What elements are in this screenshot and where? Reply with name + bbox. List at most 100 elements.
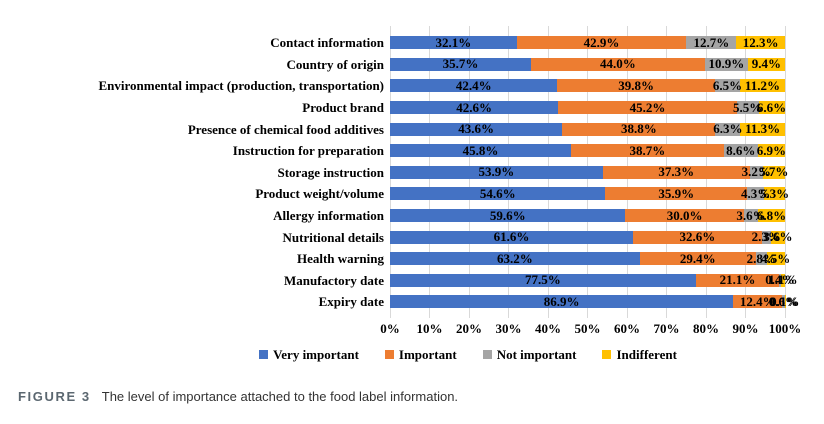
data-label: 86.9% bbox=[543, 293, 580, 309]
bar-track: 45.8% 38.7% 8.6% 6.9% bbox=[390, 142, 786, 158]
legend-swatch bbox=[384, 350, 394, 360]
bar-segment-very-important: 35.7% bbox=[390, 56, 531, 72]
bar-segment-not-important: 2.3% bbox=[752, 230, 781, 244]
x-tick-label: 60% bbox=[614, 320, 640, 336]
data-label: 12.4% bbox=[739, 293, 776, 309]
data-label: 5.7% bbox=[759, 164, 789, 180]
category-label: Manufactory date bbox=[283, 272, 384, 288]
bar-track: 43.6% 38.8% 6.3% 11.3% bbox=[390, 122, 785, 136]
plot-area: Contact information 32.1% 42.9% 12.7% 12.3% C… bbox=[15, 26, 809, 318]
figure-label: FIGURE 3 bbox=[18, 389, 91, 404]
data-label: 12.3% bbox=[742, 34, 779, 50]
bar-segment-very-important: 54.6% bbox=[390, 187, 606, 201]
data-label: 35.7% bbox=[442, 56, 479, 72]
chart-row: Instruction for preparation 45.8% 38.7% 8.6… bbox=[15, 140, 809, 162]
data-label: 4.3% bbox=[740, 185, 771, 201]
data-label: 1.1% bbox=[768, 272, 798, 288]
category-label: Nutritional details bbox=[282, 229, 384, 245]
legend-item-not-important: Not important bbox=[482, 346, 577, 363]
data-label: 45.2% bbox=[629, 99, 666, 115]
data-label: 5.5% bbox=[733, 99, 763, 115]
bar-segment-very-important: 45.8% bbox=[390, 144, 571, 158]
data-label: 5.3% bbox=[759, 185, 790, 201]
bar-segment-not-important: 8.6% bbox=[723, 142, 758, 158]
data-label: 4.5% bbox=[761, 250, 791, 266]
data-label: 63.2% bbox=[496, 250, 533, 266]
chart-row: Contact information 32.1% 42.9% 12.7% 12.3% bbox=[15, 32, 809, 54]
x-tick-label: 90% bbox=[732, 320, 759, 336]
data-label: 38.7% bbox=[629, 142, 666, 158]
bar-segment-indifferent: 1.1% bbox=[768, 273, 797, 287]
bar-segment-very-important: 77.5% bbox=[390, 273, 696, 287]
bar-track: 63.2% 29.4% 2.8% 4.5% bbox=[390, 250, 790, 266]
x-tick-label: 20% bbox=[456, 320, 482, 336]
bar-segment-important: 37.3% bbox=[602, 164, 750, 180]
bar-segment-not-important: 0.4% bbox=[765, 273, 795, 287]
bar-segment-not-important: 4.3% bbox=[741, 187, 770, 201]
legend-label: Not important bbox=[496, 346, 577, 362]
bar-segment-important: 29.4% bbox=[639, 250, 756, 266]
bar-segment-very-important: 53.9% bbox=[390, 165, 603, 179]
bar-segment-very-important: 42.4% bbox=[390, 79, 558, 93]
category-label: Contact information bbox=[270, 35, 384, 51]
bar-segment-indifferent: 5.3% bbox=[760, 187, 789, 201]
chart-row: Nutritional details 61.6% 32.6% 2.3% 3.6% bbox=[15, 226, 809, 248]
category-label: Country of origin bbox=[286, 56, 385, 72]
legend-label: Indifferent bbox=[616, 346, 677, 362]
data-label: 3.6% bbox=[736, 207, 766, 223]
bar-segment-indifferent: 3.6% bbox=[763, 230, 793, 244]
bar-rows: Contact information 32.1% 42.9% 12.7% 12.3% C… bbox=[15, 26, 809, 318]
bar-segment-important: 38.8% bbox=[562, 122, 716, 136]
x-tick-label: 30% bbox=[495, 320, 522, 336]
data-label: 8.6% bbox=[726, 142, 756, 158]
bar-segment-very-important: 32.1% bbox=[390, 34, 517, 50]
data-label: 9.4% bbox=[751, 56, 782, 72]
category-label: Allergy information bbox=[273, 208, 384, 224]
data-label: 21.1% bbox=[719, 272, 756, 288]
x-tick-label: 50% bbox=[574, 320, 601, 336]
data-label: 0.1% bbox=[770, 293, 800, 309]
x-tick-label: 100% bbox=[768, 320, 802, 336]
bar-track: 77.5% 21.1% 0.4% 1.1% bbox=[390, 272, 797, 288]
category-label: Instruction for preparation bbox=[232, 143, 384, 159]
category-label: Expiry date bbox=[318, 294, 384, 310]
chart-row: Product brand 42.6% 45.2% 5.5% 6.6% bbox=[15, 97, 809, 119]
bar-track: 53.9% 37.3% 3.2% 5.7% bbox=[390, 164, 789, 180]
bar-segment-indifferent: 6.9% bbox=[756, 142, 786, 158]
bar-segment-very-important: 63.2% bbox=[390, 250, 640, 266]
legend-item-important: Important bbox=[384, 347, 457, 363]
category-label: Environmental impact (production, transp… bbox=[98, 78, 384, 94]
data-label: 29.4% bbox=[679, 250, 716, 266]
bar-segment-indifferent: 6.8% bbox=[757, 209, 786, 223]
bar-track: 61.6% 32.6% 2.3% 3.6% bbox=[390, 229, 793, 245]
data-label: 37.3% bbox=[658, 164, 695, 180]
bar-track: 59.6% 30.0% 3.6% 6.8% bbox=[390, 207, 786, 223]
legend: Very important Important Not important Indi… bbox=[112, 347, 824, 363]
bar-segment-indifferent: 11.3% bbox=[740, 122, 785, 136]
figure-caption: FIGURE 3 The level of importance attached… bbox=[18, 389, 458, 404]
data-label: 3.2% bbox=[741, 164, 771, 180]
data-label: 0.4% bbox=[765, 272, 795, 288]
bar-segment-not-important: 2.8% bbox=[747, 252, 776, 266]
data-label: 32.6% bbox=[679, 229, 716, 245]
category-label: Product weight/volume bbox=[255, 186, 384, 202]
bar-segment-important: 21.1% bbox=[695, 272, 780, 288]
bar-segment-not-important: 6.3% bbox=[713, 122, 743, 136]
category-label: Storage instruction bbox=[277, 164, 384, 180]
bar-segment-important: 32.6% bbox=[633, 229, 762, 245]
data-label: 2.3% bbox=[751, 229, 781, 245]
bar-track: 35.7% 44.0% 10.9% 9.4% bbox=[390, 56, 785, 72]
bar-segment-important: 35.9% bbox=[605, 187, 748, 201]
data-label: 6.5% bbox=[712, 77, 743, 93]
x-axis: 0% 10% 20% 30% 40% 50% 60% 70% 80% 90% 100% bbox=[380, 318, 801, 338]
bar-segment-indifferent: 9.4% bbox=[747, 56, 785, 72]
bar-segment-very-important: 61.6% bbox=[390, 230, 634, 244]
data-label: 32.1% bbox=[435, 34, 472, 50]
bar-segment-not-important: 6.5% bbox=[712, 77, 743, 93]
legend-item-indifferent: Indifferent bbox=[602, 346, 677, 363]
data-label: 10.9% bbox=[708, 56, 745, 72]
chart-row: Health warning 63.2% 29.4% 2.8% 4.5% bbox=[15, 248, 809, 270]
bar-segment-important: 44.0% bbox=[531, 57, 705, 71]
data-label: 6.9% bbox=[756, 142, 786, 158]
